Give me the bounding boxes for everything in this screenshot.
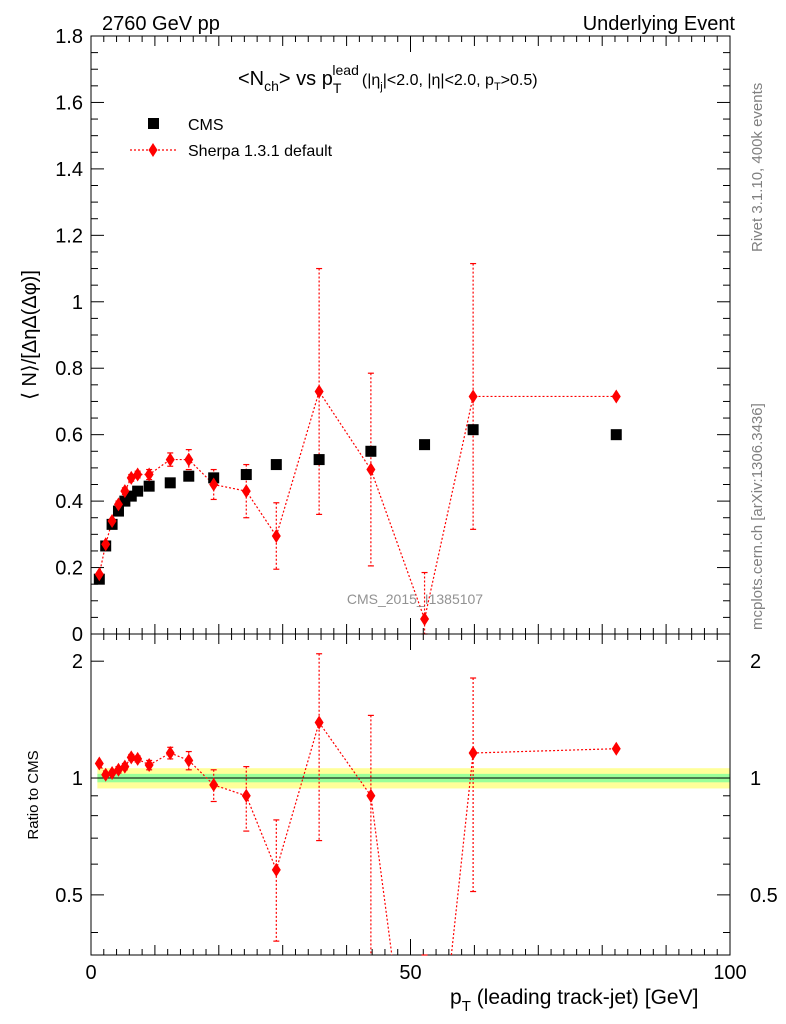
y-tick-label: 1 [72, 292, 83, 314]
legend-sherpa-label: Sherpa 1.3.1 default [188, 143, 333, 160]
cms-point [240, 469, 252, 481]
ratio-plot-panel: 0.5 0.5 1 1 2 2 0 50 100 Ratio to CMS pT (leadin… [25, 633, 778, 1015]
y-tick-label: 0.6 [55, 425, 83, 447]
cms-point [365, 445, 377, 457]
ratio-point [241, 788, 251, 803]
cms-point [419, 439, 431, 451]
cms-point [125, 490, 137, 502]
cms-point [270, 459, 282, 471]
sherpa-point [120, 484, 130, 499]
cms-point [183, 470, 195, 482]
sherpa-point [468, 389, 478, 404]
ratio-y-tick-label: 2 [72, 651, 83, 673]
y-tick-label: 1.8 [55, 26, 83, 48]
ratio-point [209, 777, 219, 792]
main-ylabel: ⟨ N⟩/[ΔηΔ(Δφ)] [19, 270, 41, 400]
xlabel-sub: T [462, 998, 471, 1015]
y-tick-label: 0.2 [55, 558, 83, 580]
xlabel-p: p [450, 986, 462, 1009]
rivet-label: Rivet 3.1.10, 400k events [749, 83, 766, 252]
x-tick-label: 0 [85, 962, 96, 984]
sherpa-line [98, 390, 617, 622]
ratio-point [126, 750, 136, 765]
ratio-line [98, 722, 617, 956]
cms-point [313, 454, 325, 466]
legend-cms-marker [148, 118, 159, 129]
sherpa-point [420, 612, 430, 627]
ratio-y-tick-label-right: 1 [750, 768, 761, 790]
y-tick-label: 1.6 [55, 92, 83, 114]
title-sel-sub-t: T [494, 81, 501, 93]
ratio-point [94, 756, 104, 771]
title-sel-sub-j: j [379, 81, 382, 93]
xlabel-rest: (leading track-jet) [GeV] [471, 986, 699, 1009]
ratio-ylabel: Ratio to CMS [25, 750, 42, 839]
ratio-plot-frame [90, 633, 731, 956]
cms-point [143, 480, 155, 492]
sherpa-point [209, 477, 219, 492]
sherpa-point [133, 467, 143, 482]
ratio-point [184, 753, 194, 768]
sherpa-point [165, 452, 175, 467]
cms-point [164, 477, 176, 489]
title-sel-close: >0.5) [501, 72, 538, 89]
y-tick-label: 0 [72, 624, 83, 646]
ratio-point [133, 751, 143, 766]
plot-title: <Nch> vs pTlead(|ηj|<2.0, |η|<2.0, pT>0.… [238, 62, 538, 96]
title-mid: > vs p [279, 68, 333, 90]
analysis-watermark: CMS_2015_I1385107 [347, 591, 483, 607]
sherpa-point [113, 497, 123, 512]
sherpa-point [366, 462, 376, 477]
cms-point [132, 485, 144, 497]
ratio-y-tick-label: 1 [72, 768, 83, 790]
sherpa-point [241, 484, 251, 499]
ratio-y-tick-label-right: 2 [750, 651, 761, 673]
x-tick-label: 100 [713, 962, 746, 984]
title-sel-open: (|η [362, 72, 380, 89]
ratio-point [468, 746, 478, 761]
ratio-point [101, 767, 111, 782]
sherpa-point [314, 384, 324, 399]
legend-sherpa-marker [148, 143, 158, 157]
x-axis-label: pT (leading track-jet) [GeV] [450, 986, 698, 1015]
cms-point [610, 429, 622, 441]
sherpa-point [94, 567, 104, 582]
sherpa-point [107, 514, 117, 529]
sherpa-point [611, 389, 621, 404]
y-tick-label: 1.2 [55, 225, 83, 247]
header-right: Underlying Event [583, 13, 736, 35]
cms-point [467, 424, 479, 436]
mcplots-label: mcplots.cern.ch [arXiv:1306.3436] [749, 403, 766, 630]
ratio-point [366, 788, 376, 803]
y-tick-label: 1.4 [55, 159, 83, 181]
ratio-point [611, 741, 621, 756]
title-sup-lead: lead [332, 62, 358, 78]
ratio-y-tick-label: 0.5 [55, 885, 83, 907]
sherpa-point [101, 537, 111, 552]
title-sub-ch: ch [264, 78, 279, 94]
title-sub-t: T [333, 80, 342, 96]
title-sel-mid: |<2.0, |η|<2.0, p [383, 72, 494, 89]
title-main: <N [238, 68, 264, 90]
ratio-point [271, 862, 281, 877]
main-plot-panel: 00.20.40.60.811.21.41.61.8 <Nch> vs pTle… [19, 26, 731, 646]
legend: CMS Sherpa 1.3.1 default [130, 117, 333, 160]
main-plot-frame [90, 35, 731, 635]
y-tick-label: 0.8 [55, 358, 83, 380]
sherpa-point [144, 467, 154, 482]
ratio-point [120, 759, 130, 774]
y-tick-label: 0.4 [55, 491, 83, 513]
sherpa-point [184, 452, 194, 467]
ratio-y-tick-label-right: 0.5 [750, 885, 778, 907]
sherpa-point [271, 528, 281, 543]
ratio-point [314, 715, 324, 730]
ratio-point [165, 746, 175, 761]
header-left: 2760 GeV pp [102, 13, 220, 35]
x-tick-label: 50 [399, 962, 421, 984]
ratio-point [144, 758, 154, 773]
cms-point [119, 495, 131, 507]
legend-cms-label: CMS [188, 117, 224, 134]
